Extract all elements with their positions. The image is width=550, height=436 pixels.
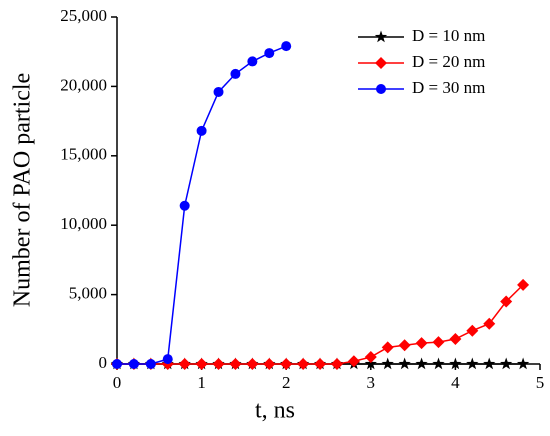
y-tick-label: 10,000 — [60, 214, 107, 233]
legend-label: D = 30 nm — [412, 78, 485, 97]
point — [483, 317, 496, 330]
x-tick-label: 0 — [113, 373, 122, 392]
point — [516, 357, 530, 370]
point — [281, 41, 292, 52]
point — [381, 341, 394, 354]
x-tick-label: 4 — [451, 373, 460, 392]
x-axis-label: t, ns — [255, 398, 295, 424]
point — [178, 358, 191, 370]
point — [500, 357, 513, 370]
legend-label: D = 20 nm — [412, 52, 485, 71]
point — [112, 359, 122, 369]
y-tick-label: 25,000 — [60, 6, 107, 25]
x-tick-label: 2 — [282, 373, 291, 392]
y-tick-label: 15,000 — [60, 145, 107, 164]
series-line — [117, 45, 287, 365]
y-tick-label: 5,000 — [69, 284, 107, 303]
point — [347, 355, 360, 368]
x-tick-label: 3 — [367, 373, 376, 392]
point — [517, 278, 530, 291]
legend-marker — [375, 57, 387, 69]
point — [145, 359, 156, 369]
point — [280, 358, 293, 370]
point — [196, 125, 207, 136]
point — [330, 358, 343, 370]
legend-label: D = 10 nm — [412, 26, 485, 45]
point — [415, 337, 428, 350]
point — [263, 358, 276, 370]
point — [432, 357, 445, 370]
point — [264, 48, 275, 59]
point — [247, 56, 258, 67]
point — [162, 354, 173, 365]
point — [195, 358, 208, 370]
y-axis-label: Number of PAO particle — [10, 73, 36, 307]
point — [213, 86, 224, 97]
point — [128, 359, 139, 369]
series-line — [117, 284, 524, 365]
point — [381, 357, 394, 370]
point — [500, 295, 513, 308]
point — [179, 200, 190, 211]
legend-marker — [376, 84, 386, 94]
x-tick-label: 1 — [197, 373, 206, 392]
point — [398, 357, 411, 370]
point — [398, 339, 411, 352]
point — [432, 336, 445, 349]
y-tick-label: 0 — [99, 353, 108, 372]
point — [314, 358, 327, 370]
point — [415, 357, 428, 370]
point — [364, 351, 377, 364]
point — [449, 333, 462, 346]
point — [364, 357, 377, 370]
point — [449, 357, 462, 370]
point — [230, 68, 241, 79]
point — [297, 358, 310, 370]
legend-marker — [374, 30, 388, 43]
point — [246, 358, 259, 370]
point — [212, 358, 225, 370]
point — [466, 324, 479, 337]
point — [466, 357, 479, 370]
y-tick-label: 20,000 — [60, 75, 107, 94]
x-tick-label: 5 — [536, 373, 545, 392]
point — [483, 357, 496, 370]
point — [229, 358, 242, 370]
